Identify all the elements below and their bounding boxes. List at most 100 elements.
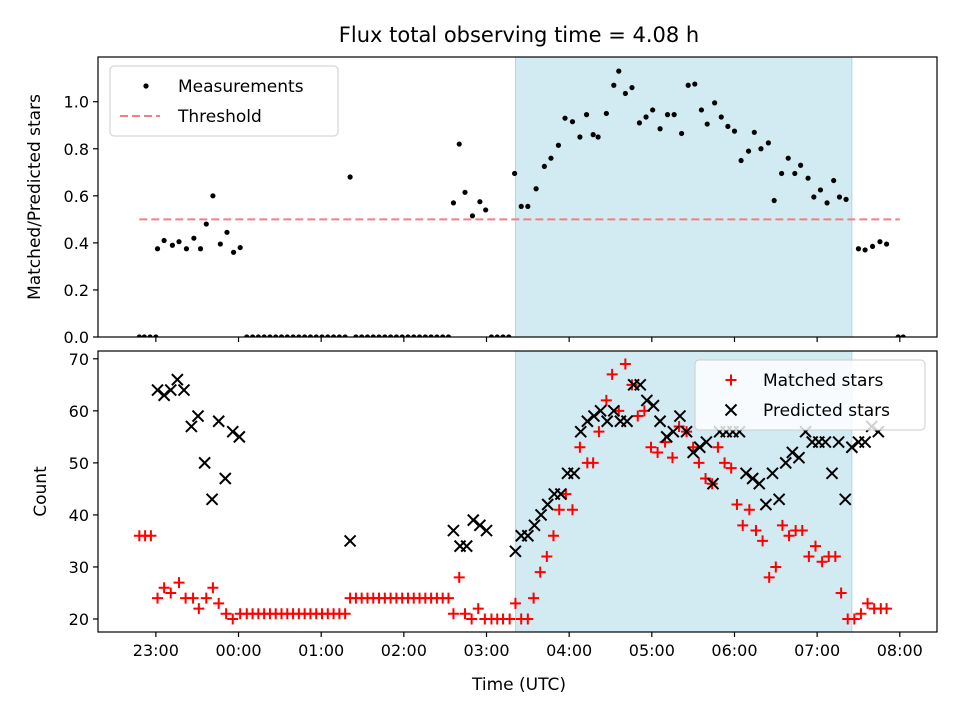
measurements-point-22	[273, 334, 279, 337]
figure-title: Flux total observing time = 4.08 h	[339, 23, 699, 47]
predicted-stars-point-70	[839, 493, 852, 506]
matched-stars-point-114	[848, 613, 860, 625]
predicted-stars-point-34	[600, 415, 614, 428]
matched-stars-point-13	[220, 608, 232, 620]
matched-stars-point-99	[750, 525, 762, 537]
measurements-point-116	[877, 239, 883, 245]
predicted-stars-point-42	[653, 415, 667, 428]
measurements-point-21	[267, 334, 273, 337]
bottom-y-axis-label: Count	[31, 466, 51, 517]
measurements-point-77	[611, 82, 617, 88]
matched-stars-point-69	[553, 504, 565, 516]
bottom-legend: Matched stars Predicted stars	[694, 359, 926, 431]
measurements-point-62	[506, 334, 512, 337]
measurements-point-63	[512, 170, 518, 177]
matched-stars-point-109	[816, 556, 828, 568]
measurements-point-118	[895, 334, 901, 337]
measurements-point-91	[704, 121, 710, 127]
measurements-point-39	[370, 334, 376, 337]
bottom-ytick-label-3: 50	[69, 454, 89, 473]
predicted-stars-point-4	[177, 383, 191, 397]
measurements-point-54	[456, 141, 462, 147]
measurements-point-79	[622, 90, 628, 97]
measurements-point-111	[836, 194, 843, 200]
measurements-point-32	[330, 334, 337, 337]
measurements-point-7	[176, 239, 182, 245]
measurements-point-45	[405, 334, 411, 337]
measurements-point-90	[698, 107, 705, 113]
predicted-stars-point-7	[198, 456, 211, 470]
top-axes-frame	[97, 56, 938, 338]
top-legend: Measurements Threshold	[109, 65, 339, 137]
predicted-stars-point-2	[164, 383, 177, 397]
predicted-stars-point-24	[534, 508, 548, 522]
predicted-stars-point-10	[219, 472, 232, 485]
measurements-point-42	[388, 334, 394, 337]
bottom-xtick-label-6: 05:00	[629, 641, 675, 660]
x-axis-label: Time (UTC)	[471, 675, 566, 695]
measurements-point-49	[428, 334, 434, 337]
matched-stars-point-10	[200, 592, 212, 604]
measurements-point-11	[203, 221, 209, 227]
bottom-legend-box	[694, 359, 926, 431]
predicted-stars-point-12	[233, 430, 246, 444]
predicted-stars-point-60	[772, 493, 786, 506]
measurements-point-57	[477, 199, 483, 205]
predicted-stars-point-5	[185, 420, 198, 433]
matched-stars-point-91	[700, 472, 712, 484]
measurements-point-24	[284, 334, 290, 337]
measurements-point-16	[237, 244, 243, 251]
measurements-point-113	[855, 246, 862, 252]
predicted-stars-point-14	[447, 524, 460, 537]
measurements-point-72	[577, 134, 583, 140]
predicted-stars-point-46	[680, 425, 693, 438]
measurements-point-46	[411, 334, 417, 337]
measurements-point-70	[562, 115, 568, 121]
measurements-point-102	[778, 170, 785, 177]
top-ytick-label-3: 0.6	[64, 187, 89, 206]
predicted-stars-point-13	[343, 534, 357, 548]
matched-stars-point-76	[600, 394, 612, 406]
measurements-point-74	[590, 132, 596, 138]
measurements-point-15	[230, 249, 237, 255]
top-panel: 0.0 0.2 0.4 0.6 0.8 1.0 Matched/Predicted star…	[25, 56, 938, 347]
legend-matched-stars-label: Matched stars	[763, 371, 883, 391]
bottom-xtick-label-2: 01:00	[298, 641, 344, 660]
matched-stars-point-94	[719, 457, 731, 469]
measurements-point-93	[718, 114, 724, 120]
measurements-point-28	[307, 334, 314, 337]
measurements-point-64	[518, 203, 524, 210]
matched-stars-point-89	[687, 441, 699, 453]
predicted-stars-point-57	[753, 477, 766, 490]
measurements-point-87	[678, 130, 685, 137]
measurements-point-34	[342, 334, 348, 337]
matched-stars-point-77	[606, 368, 618, 380]
measurements-point-107	[811, 194, 817, 200]
top-ytick-label-1: 0.2	[64, 281, 89, 300]
predicted-stars-point-35	[607, 404, 621, 418]
measurements-point-78	[616, 68, 622, 74]
measurements-point-69	[555, 142, 562, 148]
measurements-point-60	[494, 334, 500, 337]
predicted-stars-point-29	[567, 467, 581, 480]
top-observing-span	[514, 56, 853, 338]
matched-stars-point-12	[213, 597, 225, 609]
predicted-stars-point-45	[673, 409, 687, 423]
matched-stars-point-101	[763, 571, 775, 583]
measurements-point-26	[296, 334, 302, 337]
measurements-point-6	[169, 242, 175, 248]
measurements-point-40	[376, 334, 382, 337]
measurements-point-76	[603, 110, 609, 117]
measurements-point-55	[462, 189, 468, 195]
predicted-stars-series	[151, 373, 885, 558]
predicted-stars-point-27	[554, 487, 568, 501]
predicted-stars-point-16	[460, 539, 473, 553]
measurements-point-83	[650, 107, 656, 113]
bottom-xtick-label-5: 04:00	[546, 641, 592, 660]
matched-stars-point-11	[207, 582, 219, 594]
predicted-stars-point-69	[832, 435, 845, 449]
measurements-point-17	[244, 334, 250, 337]
matched-stars-point-72	[574, 441, 586, 453]
matched-stars-point-116	[862, 597, 874, 609]
